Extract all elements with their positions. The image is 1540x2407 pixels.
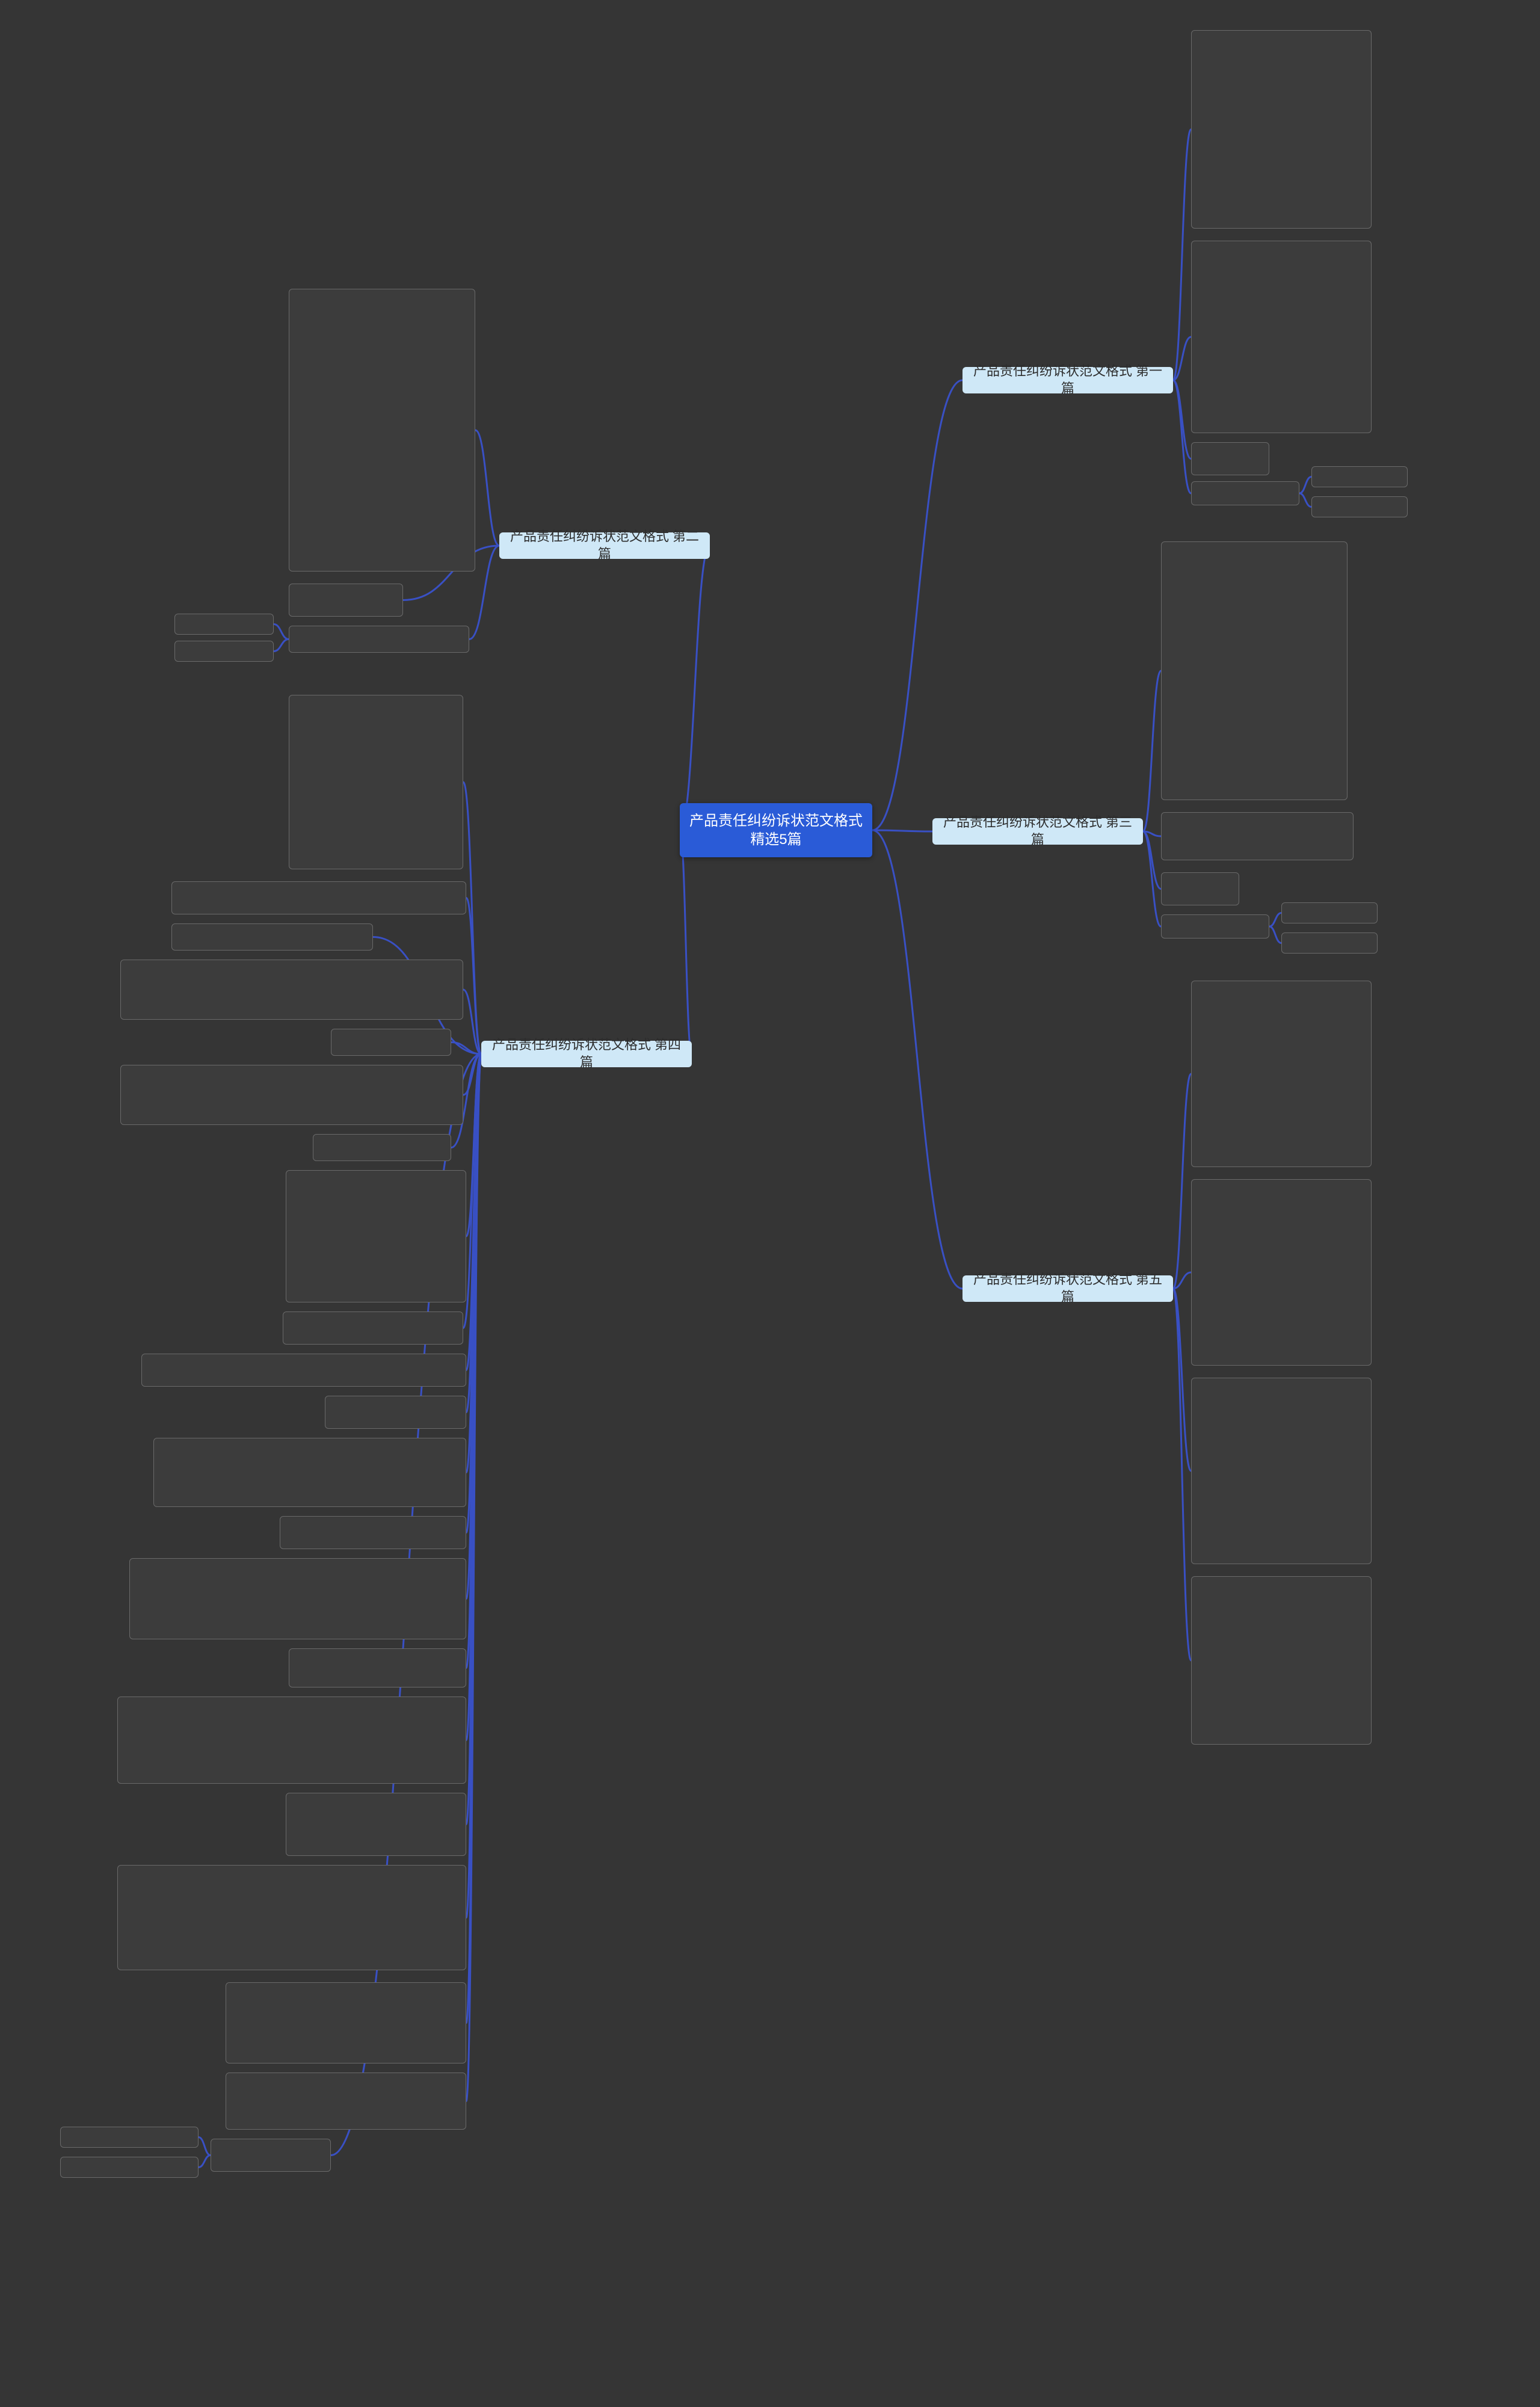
leaf-node-36[interactable] [211,2139,331,2172]
leaf-node-3[interactable] [1191,442,1269,475]
leaf-node-26[interactable] [325,1396,466,1429]
leaf-node-27[interactable] [153,1438,466,1507]
root-node[interactable]: 产品责任纠纷诉状范文格式精选5篇 [680,803,872,857]
branch-node-b4[interactable]: 产品责任纠纷诉状范文格式 第四篇 [481,1041,692,1067]
leaf-node-31[interactable] [117,1697,466,1784]
leaf-node-15-sub-0[interactable] [174,614,274,635]
branch-node-b1[interactable]: 产品责任纠纷诉状范文格式 第一篇 [962,367,1173,393]
leaf-node-13[interactable] [289,289,475,572]
leaf-node-11[interactable] [1191,1378,1372,1564]
leaf-node-9[interactable] [1191,981,1372,1167]
leaf-node-35[interactable] [226,2073,466,2130]
leaf-node-8-sub-1[interactable] [1281,932,1378,954]
leaf-node-8-sub-0[interactable] [1281,902,1378,923]
leaf-node-2[interactable] [1191,241,1372,433]
leaf-node-30[interactable] [289,1648,466,1687]
leaf-node-33[interactable] [117,1865,466,1970]
leaf-node-23[interactable] [286,1170,466,1302]
leaf-node-24[interactable] [283,1311,463,1345]
leaf-node-22[interactable] [313,1134,451,1161]
branch-node-b2[interactable]: 产品责任纠纷诉状范文格式 第二篇 [499,532,710,559]
leaf-node-34[interactable] [226,1982,466,2063]
leaf-node-21[interactable] [120,1065,463,1125]
leaf-node-14[interactable] [289,584,403,617]
leaf-node-7[interactable] [1161,872,1239,905]
leaf-node-19[interactable] [120,960,463,1020]
leaf-node-4[interactable] [1191,481,1299,505]
leaf-node-15-sub-1[interactable] [174,641,274,662]
leaf-node-10[interactable] [1191,1179,1372,1366]
leaf-node-15[interactable] [289,626,469,653]
leaf-node-28[interactable] [280,1516,466,1549]
leaf-node-6[interactable] [1161,812,1354,860]
leaf-node-17[interactable] [171,881,466,914]
leaf-node-1[interactable] [1191,30,1372,229]
leaf-node-8[interactable] [1161,914,1269,938]
leaf-node-12[interactable] [1191,1576,1372,1745]
leaf-node-18[interactable] [171,923,373,951]
leaf-node-29[interactable] [129,1558,466,1639]
leaf-node-4-sub-0[interactable] [1311,466,1408,487]
leaf-node-36-sub-1[interactable] [60,2157,199,2178]
leaf-node-36-sub-0[interactable] [60,2127,199,2148]
leaf-node-25[interactable] [141,1354,466,1387]
leaf-node-5[interactable] [1161,541,1348,800]
leaf-node-20[interactable] [331,1029,451,1056]
branch-node-b3[interactable]: 产品责任纠纷诉状范文格式 第三篇 [932,818,1143,845]
leaf-node-16[interactable] [289,695,463,869]
branch-node-b5[interactable]: 产品责任纠纷诉状范文格式 第五篇 [962,1275,1173,1302]
mindmap-canvas: 产品责任纠纷诉状范文格式精选5篇产品责任纠纷诉状范文格式 第一篇产品责任纠纷诉状… [0,0,1540,2407]
leaf-node-32[interactable] [286,1793,466,1856]
leaf-node-4-sub-1[interactable] [1311,496,1408,517]
